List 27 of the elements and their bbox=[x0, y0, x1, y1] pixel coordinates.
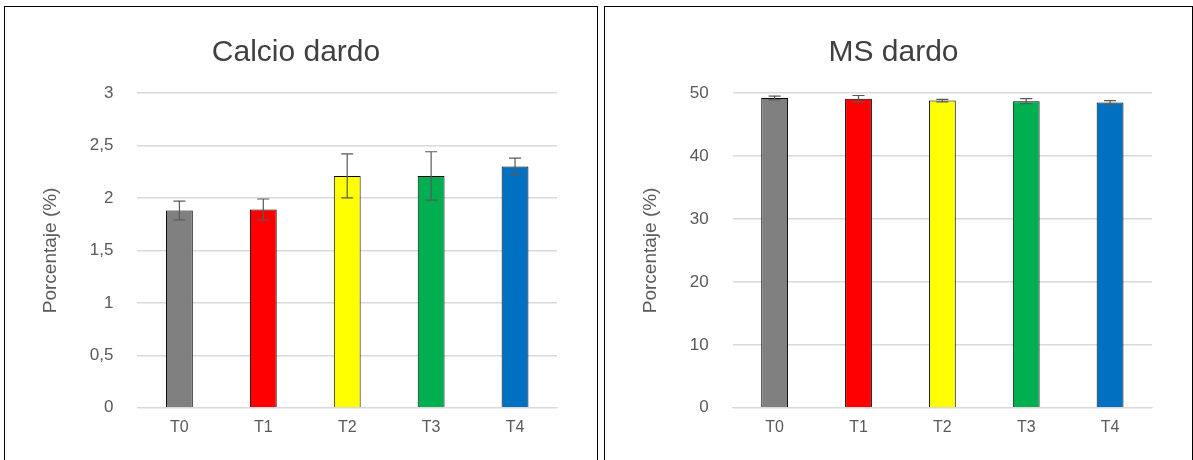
y-axis-title: Porcentaje (%) bbox=[38, 187, 60, 314]
y-tick-label: 3 bbox=[103, 82, 114, 102]
y-tick-label: 2,5 bbox=[89, 135, 114, 155]
y-tick-label: 10 bbox=[689, 334, 709, 354]
y-tick-label: 30 bbox=[689, 208, 709, 228]
x-tick-label: T0 bbox=[765, 417, 785, 435]
chart-title: MS dardo bbox=[828, 34, 959, 68]
y-tick-label: 40 bbox=[689, 145, 709, 165]
y-tick-label: 50 bbox=[689, 82, 709, 102]
y-axis-title: Porcentaje (%) bbox=[638, 187, 660, 314]
x-tick-label: T4 bbox=[1100, 417, 1120, 435]
x-tick-label: T1 bbox=[253, 417, 273, 435]
y-tick-label: 2 bbox=[103, 187, 114, 207]
y-tick-label: 0 bbox=[699, 397, 709, 417]
x-tick-label: T3 bbox=[421, 417, 441, 435]
y-tick-label: 1 bbox=[103, 292, 114, 312]
x-tick-label: T2 bbox=[933, 417, 952, 435]
x-tick-label: T4 bbox=[505, 417, 525, 435]
x-tick-label: T2 bbox=[337, 417, 357, 435]
y-tick-label: 0 bbox=[103, 397, 114, 417]
x-tick-label: T1 bbox=[849, 417, 868, 435]
x-tick-label: T0 bbox=[170, 417, 189, 435]
x-tick-label: T3 bbox=[1016, 417, 1036, 435]
y-tick-label: 20 bbox=[689, 271, 709, 291]
y-tick-label: 0,5 bbox=[89, 345, 114, 365]
chart-title: Calcio dardo bbox=[211, 34, 381, 68]
y-tick-label: 1,5 bbox=[89, 240, 114, 260]
